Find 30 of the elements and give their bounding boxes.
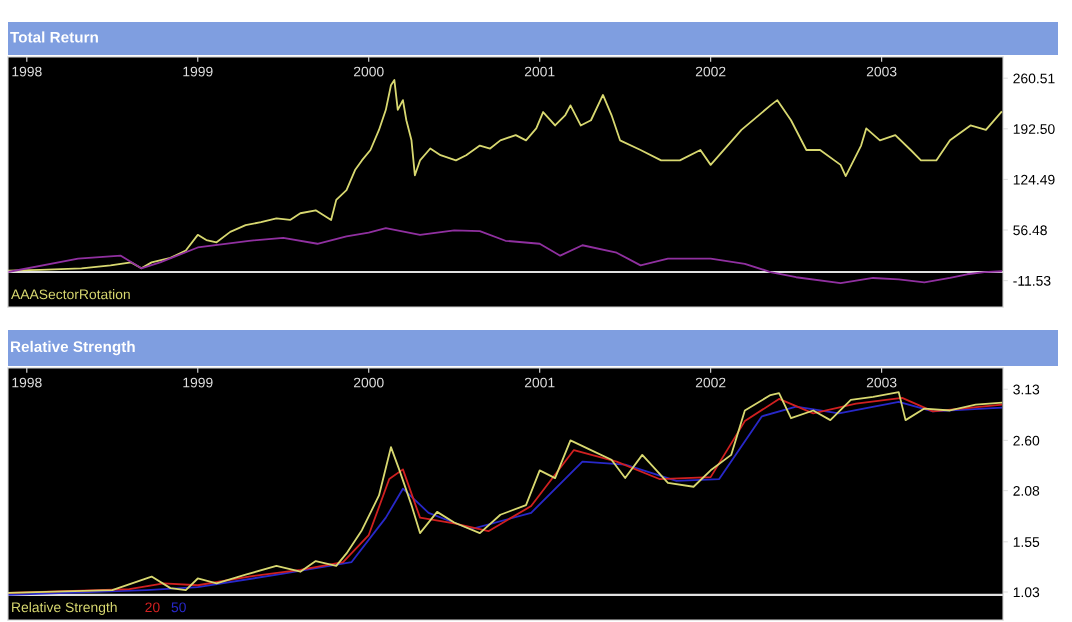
x-tick-label: 2001	[524, 66, 555, 77]
y-tick-label: 1.55	[1013, 537, 1040, 547]
y-tick-label: 56.48	[1013, 225, 1047, 236]
series-label: 50	[171, 602, 186, 613]
x-tick-label: 1998	[12, 66, 42, 77]
y-tick-label: 260.51	[1013, 73, 1055, 84]
x-tick-label: 2000	[353, 377, 384, 388]
chart-title: Total Return	[10, 31, 98, 43]
series-label: 20	[145, 602, 160, 613]
y-tick-label: 2.08	[1013, 485, 1040, 496]
x-tick-label: 1999	[183, 66, 213, 77]
x-tick-label: 2002	[695, 377, 726, 388]
x-tick-label: 1999	[183, 377, 213, 388]
x-tick-label: 2003	[866, 66, 897, 77]
x-tick-label: 2001	[524, 377, 555, 388]
y-tick-label: 3.13	[1013, 384, 1040, 395]
line-series	[8, 227, 1003, 285]
series-label: Relative Strength	[12, 602, 117, 615]
chart-title: Relative Strength	[11, 340, 135, 356]
y-tick-label: -11.53	[1013, 275, 1051, 286]
series-label: AAASectorRotation	[11, 289, 130, 300]
x-tick-label: 1998	[12, 377, 42, 388]
y-tick-label: 1.03	[1013, 587, 1040, 598]
y-tick-label: 124.49	[1013, 174, 1055, 185]
y-tick-label: 192.50	[1013, 124, 1055, 134]
x-tick-label: 2000	[353, 66, 384, 77]
line-series	[8, 79, 1003, 272]
y-tick-label: 2.60	[1013, 435, 1040, 446]
x-tick-label: 2002	[695, 66, 726, 77]
x-tick-label: 2003	[866, 377, 897, 388]
